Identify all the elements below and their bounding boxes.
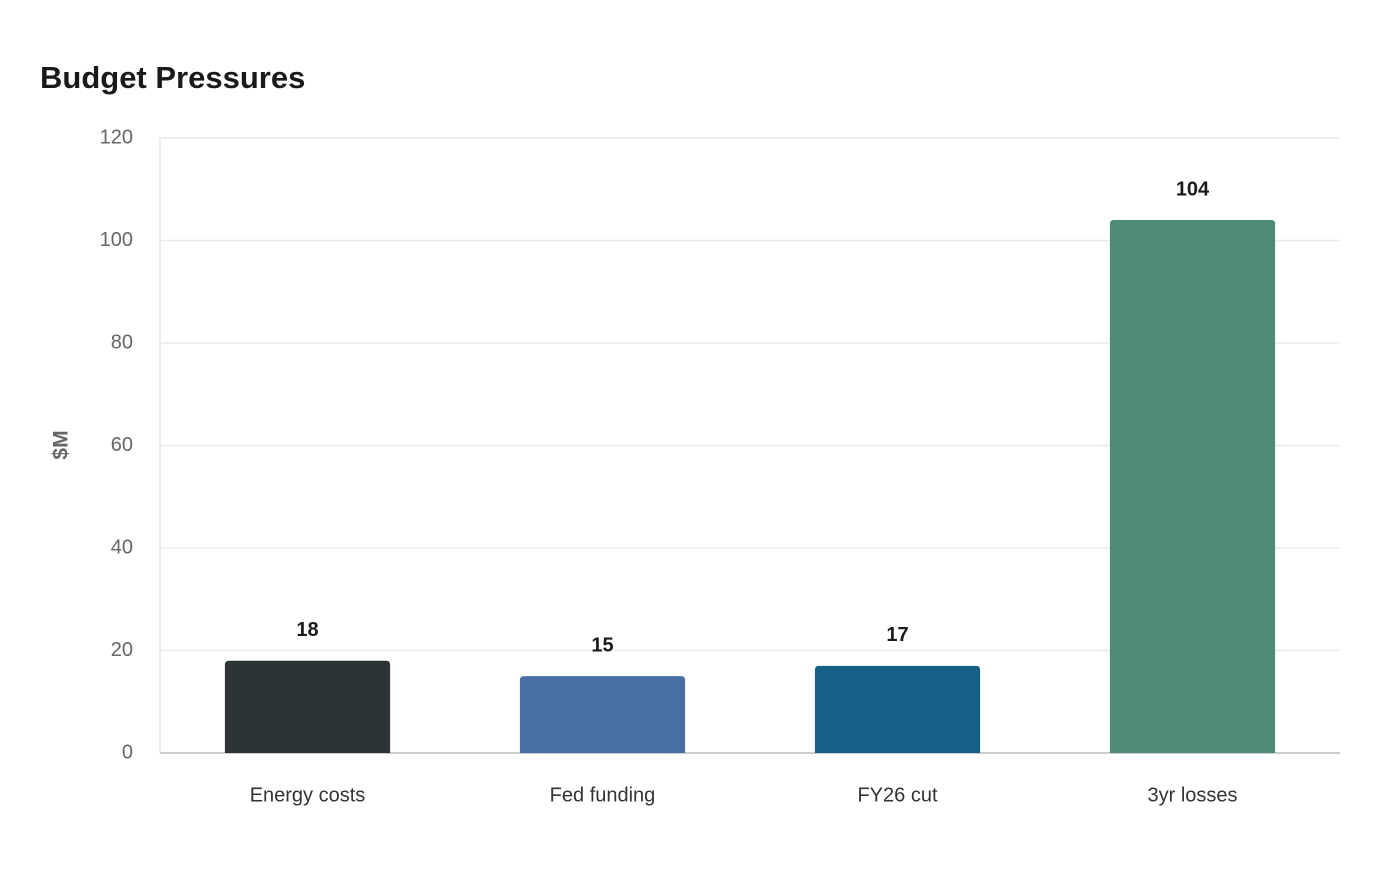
value-label: 15 (591, 634, 613, 656)
y-tick-label: 100 (100, 229, 133, 251)
x-tick-label: Fed funding (550, 784, 656, 806)
value-label: 17 (886, 624, 908, 646)
y-tick-label: 20 (111, 639, 133, 661)
x-tick-label: Energy costs (250, 784, 366, 806)
x-tick-label: FY26 cut (857, 784, 937, 806)
y-tick-label: 80 (111, 331, 133, 353)
y-tick-label: 60 (111, 434, 133, 456)
bar (224, 660, 391, 753)
y-tick-label: 0 (122, 741, 133, 763)
bar (814, 665, 981, 753)
y-axis-label: $M (50, 430, 73, 459)
chart-title: Budget Pressures (40, 60, 305, 95)
bar (1109, 220, 1276, 753)
value-label: 18 (296, 619, 318, 641)
y-tick-label: 40 (111, 536, 133, 558)
bar (519, 676, 686, 753)
y-tick-label: 120 (100, 126, 133, 148)
x-tick-label: 3yr losses (1147, 784, 1237, 806)
value-label: 104 (1176, 178, 1210, 200)
